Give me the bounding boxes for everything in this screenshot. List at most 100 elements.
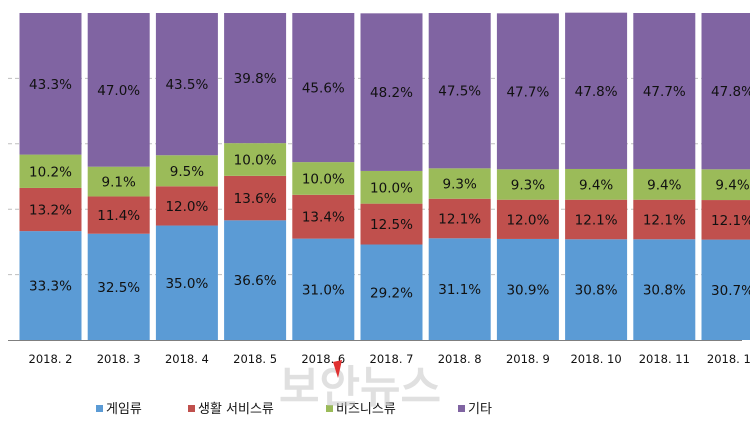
bar-segment (155, 13, 218, 156)
bar-segment (155, 186, 218, 226)
data-label: 47.8% (575, 84, 618, 100)
data-label: 29.2% (370, 285, 413, 301)
data-label: 39.8% (234, 71, 277, 87)
data-label: 47.8% (711, 84, 750, 100)
bar-segment (565, 239, 628, 340)
bar-segment (360, 170, 423, 204)
bar-segment (565, 199, 628, 240)
bar-segment (19, 231, 82, 340)
bar-segment (428, 198, 491, 239)
data-label: 9.4% (579, 177, 613, 193)
bar-segment (633, 239, 696, 340)
data-label: 33.3% (29, 279, 72, 295)
data-label: 12.0% (506, 212, 549, 228)
data-label: 47.7% (506, 84, 549, 100)
legend: 게임류 생활 서비스류 비즈니스류 기타 (96, 402, 492, 417)
data-label: 43.3% (29, 77, 72, 93)
x-tick-label: 2018. 2 (29, 352, 73, 366)
legend-swatch (96, 405, 103, 412)
bar-segment (496, 169, 559, 200)
legend-swatch (188, 405, 195, 412)
data-label: 10.0% (302, 171, 345, 187)
data-label: 35.0% (165, 276, 208, 292)
bar-segment (565, 168, 628, 200)
data-label: 12.1% (438, 212, 481, 228)
x-tick-label: 2018. 3 (97, 352, 141, 366)
data-label: 45.6% (302, 81, 345, 97)
bar-segment (224, 13, 287, 144)
data-label: 13.2% (29, 203, 72, 219)
data-label: 30.7% (711, 283, 750, 299)
data-label: 30.9% (506, 282, 549, 298)
data-label: 36.6% (234, 273, 277, 289)
bar-segment (701, 13, 750, 170)
data-label: 47.0% (97, 83, 140, 99)
legend-label: 생활 서비스류 (198, 402, 274, 417)
data-label: 30.8% (643, 283, 686, 299)
x-tick-label: 2018. 4 (165, 352, 209, 366)
bar-segment (292, 238, 355, 340)
bar-segment (292, 162, 355, 195)
x-tick-label: 2018. 10 (570, 352, 621, 366)
data-label: 9.3% (511, 178, 545, 194)
data-label: 47.7% (643, 84, 686, 100)
data-labels: 33.3% 13.2% 10.2% 43.3% 32.5% 11.4% 9.1% 47.0% 3… (29, 71, 750, 301)
x-tick-label: 2018. 5 (233, 352, 277, 366)
bar-segment (428, 168, 491, 199)
bar-segment (428, 13, 491, 169)
bar-segment (19, 154, 82, 188)
bar-segment (87, 196, 150, 234)
legend-label: 기타 (468, 402, 492, 417)
bar-segment (360, 203, 423, 245)
watermark-logo: 보안뉴스 (279, 360, 441, 413)
bar-segment (224, 220, 287, 340)
bars (19, 12, 750, 340)
data-label: 9.3% (443, 177, 477, 193)
bar-segment (155, 225, 218, 340)
data-label: 12.0% (165, 199, 208, 215)
bar-segment (633, 168, 696, 200)
data-label: 47.5% (438, 84, 481, 100)
legend-label: 게임류 (106, 402, 142, 417)
legend-swatch (458, 405, 465, 412)
bar-segment (292, 13, 355, 163)
bar-segment (496, 13, 559, 170)
bar-segment (496, 238, 559, 340)
bar-segment (701, 200, 750, 240)
data-label: 11.4% (97, 208, 140, 224)
x-tick-label: 2018. 12 (707, 352, 750, 366)
data-label: 12.1% (575, 213, 618, 229)
legend-swatch (326, 405, 333, 412)
bar-segment (565, 12, 628, 169)
bar-segment (155, 155, 218, 187)
data-label: 9.4% (647, 177, 681, 193)
data-label: 9.1% (102, 175, 136, 191)
data-label: 30.8% (575, 283, 618, 299)
bar-segment (19, 187, 82, 232)
data-label: 32.5% (97, 280, 140, 296)
bar-segment (87, 233, 150, 340)
bar-segment (360, 13, 423, 171)
watermark-text: 보안뉴스 (279, 362, 441, 413)
bar-segment (496, 199, 559, 239)
bar-segment (701, 239, 750, 340)
data-label: 9.5% (170, 164, 204, 180)
bar-segment (87, 166, 150, 197)
bar-segment (87, 13, 150, 167)
bar-segment (633, 199, 696, 240)
data-label: 9.4% (715, 178, 749, 194)
x-tick-label: 2018. 7 (370, 352, 414, 366)
bar-segment (224, 175, 287, 221)
data-label: 43.5% (165, 77, 208, 93)
x-tick-label: 2018. 11 (639, 352, 690, 366)
bar-segment (633, 13, 696, 169)
data-label: 10.0% (234, 152, 277, 168)
x-axis: 2018. 2 2018. 3 2018. 4 2018. 5 2018. 6 2018.… (8, 340, 750, 366)
data-label: 12.5% (370, 217, 413, 233)
legend-label: 비즈니스류 (336, 402, 396, 417)
data-label: 10.0% (370, 180, 413, 196)
data-label: 13.6% (234, 191, 277, 207)
bar-segment (224, 143, 287, 176)
data-label: 48.2% (370, 85, 413, 101)
